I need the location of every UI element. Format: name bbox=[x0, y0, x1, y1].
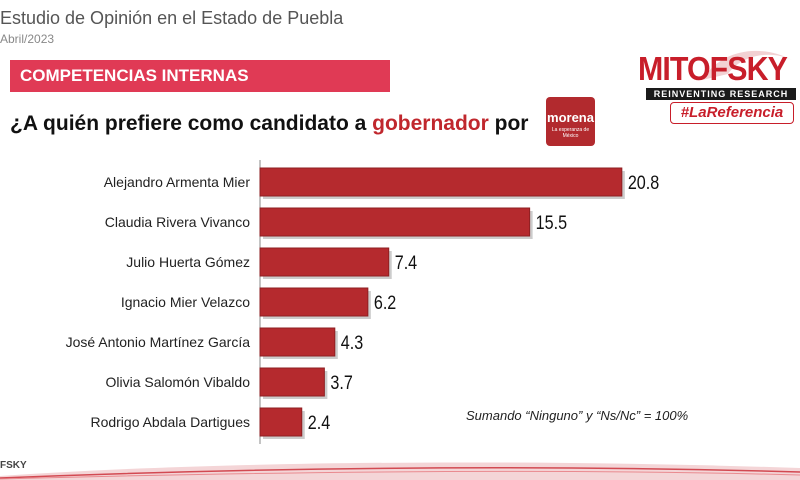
bar bbox=[259, 207, 531, 237]
bar bbox=[259, 167, 623, 197]
bar bbox=[259, 247, 390, 277]
category-label: Claudia Rivera Vivanco bbox=[105, 214, 250, 230]
data-label: 6.2 bbox=[374, 292, 396, 314]
bar bbox=[259, 287, 369, 317]
section-banner: COMPETENCIAS INTERNAS bbox=[10, 60, 390, 92]
category-label: Rodrigo Abdala Dartigues bbox=[90, 414, 250, 430]
category-label: Julio Huerta Gómez bbox=[126, 254, 250, 270]
bar-chart: Alejandro Armenta Mier 20.8 Claudia Rivera… bbox=[66, 160, 660, 444]
category-label: Alejandro Armenta Mier bbox=[104, 174, 251, 190]
chart-note: Sumando “Ninguno” y “Ns/Nc” = 100% bbox=[466, 408, 689, 423]
morena-logo-name: morena bbox=[547, 110, 594, 125]
footer-swoosh-icon bbox=[0, 462, 800, 480]
question-text: ¿A quién prefiere como candidato a gober… bbox=[10, 112, 528, 136]
morena-logo-tagline: La esperanza de México bbox=[551, 127, 590, 139]
category-label: Olivia Salomón Vibaldo bbox=[106, 374, 251, 390]
footer: FSKY bbox=[0, 454, 800, 480]
logo-swoosh-icon bbox=[702, 50, 792, 80]
bar bbox=[259, 367, 325, 397]
mitofsky-logo: MITOFSKY REINVENTING RESEARCH #LaReferen… bbox=[632, 44, 800, 134]
bar bbox=[259, 407, 303, 437]
question-prefix: ¿A quién prefiere como candidato a bbox=[10, 112, 373, 135]
page-title: Estudio de Opinión en el Estado de Puebl… bbox=[0, 8, 344, 28]
bar bbox=[259, 327, 336, 357]
morena-logo: morena La esperanza de México bbox=[546, 97, 595, 146]
logo-tagline: REINVENTING RESEARCH bbox=[646, 88, 796, 100]
footer-logo: FSKY bbox=[0, 460, 27, 471]
question-highlight: gobernador bbox=[372, 112, 489, 135]
data-label: 2.4 bbox=[308, 412, 331, 434]
data-label: 20.8 bbox=[628, 172, 660, 194]
category-label: José Antonio Martínez García bbox=[66, 334, 251, 350]
category-label: Ignacio Mier Velazco bbox=[121, 294, 250, 310]
data-label: 7.4 bbox=[395, 252, 418, 274]
logo-hashtag: #LaReferencia bbox=[670, 102, 794, 124]
question-suffix: por bbox=[488, 112, 529, 135]
data-label: 15.5 bbox=[536, 212, 568, 234]
page-date: Abril/2023 bbox=[0, 32, 55, 46]
logo-brand: MITOFSKY bbox=[638, 50, 788, 87]
data-label: 3.7 bbox=[330, 372, 352, 394]
data-label: 4.3 bbox=[341, 332, 364, 354]
